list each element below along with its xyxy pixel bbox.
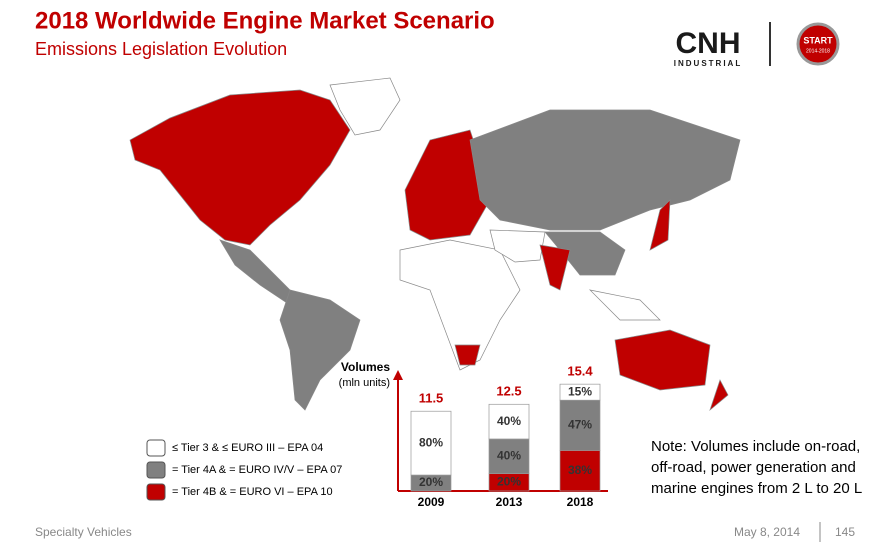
footer-date: May 8, 2014: [734, 525, 800, 539]
south-africa: [454, 344, 481, 366]
title: 2018 Worldwide Engine Market Scenario: [35, 7, 495, 34]
badge-text: START: [803, 35, 833, 45]
total-label: 11.5: [419, 391, 444, 406]
segment-label: 80%: [419, 435, 443, 449]
legend-swatch: [146, 461, 166, 479]
logo-sub: INDUSTRIAL: [674, 59, 742, 68]
new-zealand: [709, 379, 729, 412]
bar-segment: [559, 399, 601, 451]
segment-label: 20%: [419, 475, 443, 489]
india: [539, 244, 571, 291]
segment-label: 40%: [497, 414, 521, 428]
north-america: [129, 89, 351, 246]
x-tick-label: 2009: [418, 495, 445, 509]
badge: [796, 22, 840, 66]
segment-label: 20%: [497, 475, 521, 489]
segment-label: 47%: [568, 417, 592, 431]
australia: [614, 329, 711, 391]
note-line: off-road, power generation and: [651, 459, 856, 476]
legend-swatch: [146, 483, 166, 501]
subtitle: Emissions Legislation Evolution: [35, 39, 287, 59]
world-map: [129, 77, 741, 412]
legend-label: = Tier 4A & = EURO IV/V – EPA 07: [172, 464, 342, 476]
segment-label: 38%: [568, 463, 592, 477]
africa: [399, 239, 521, 371]
badge-sub: 2014-2018: [806, 48, 830, 54]
footer-left: Specialty Vehicles: [35, 525, 132, 539]
legend-label: = Tier 4B & = EURO VI – EPA 10: [172, 486, 333, 498]
x-tick-label: 2018: [567, 495, 594, 509]
legend-swatch: [146, 439, 166, 457]
note-line: Note: Volumes include on-road,: [651, 438, 860, 455]
y-label: Volumes: [341, 360, 390, 374]
bar-segment: [559, 383, 601, 401]
note-line: marine engines from 2 L to 20 L: [651, 480, 862, 497]
bar-segment: [410, 410, 452, 476]
greenland: [329, 77, 401, 136]
legend-label: ≤ Tier 3 & ≤ EURO III – EPA 04: [172, 442, 323, 454]
segment-label: 40%: [497, 448, 521, 462]
south-america: [279, 289, 361, 411]
russia: [469, 109, 741, 231]
japan: [649, 199, 671, 251]
middle-east: [489, 229, 546, 263]
y-unit: (mln units): [339, 377, 390, 389]
total-label: 12.5: [496, 384, 521, 399]
total-label: 15.4: [567, 364, 593, 379]
southeast-asia: [588, 289, 661, 321]
segment-label: 15%: [568, 384, 592, 398]
y-axis-arrow: [393, 370, 403, 380]
bar-segment: [488, 403, 530, 440]
footer-page: 145: [835, 525, 855, 539]
logo: CNH: [676, 27, 741, 60]
bar-segment: [559, 450, 601, 492]
x-tick-label: 2013: [496, 495, 523, 509]
